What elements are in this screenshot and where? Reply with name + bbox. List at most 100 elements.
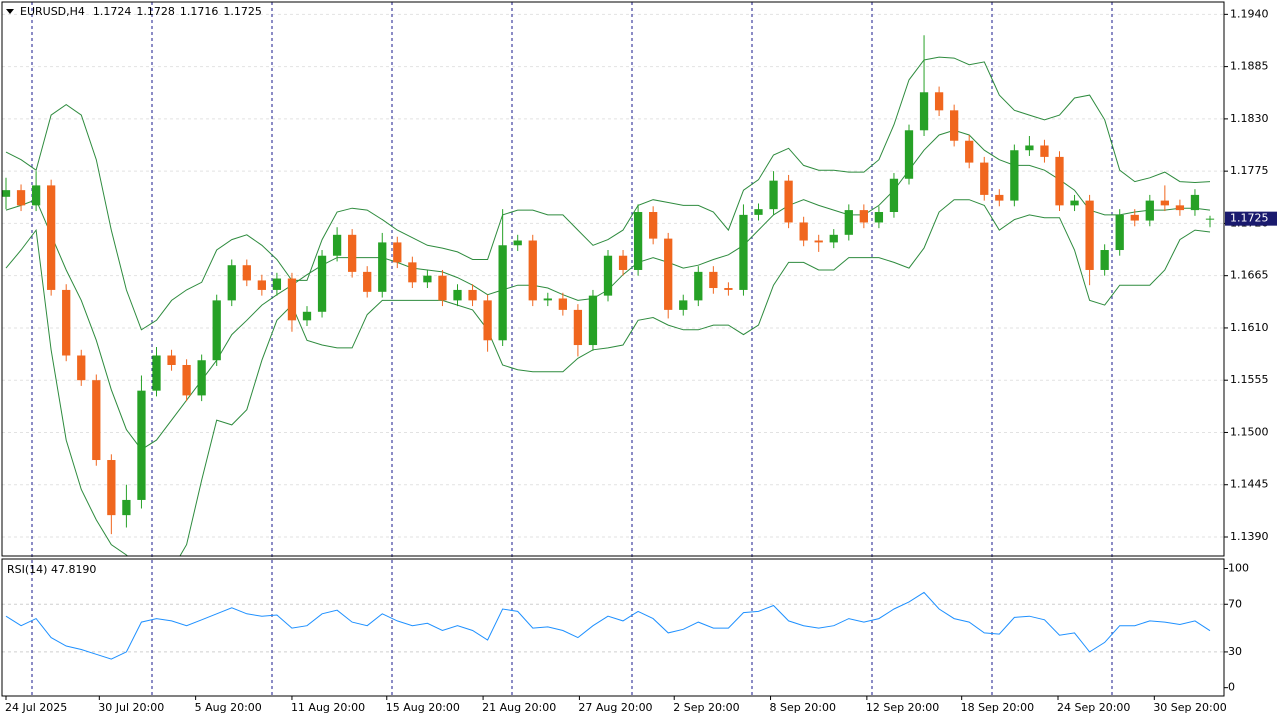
x-tick-label: 12 Sep 20:00 (866, 701, 939, 714)
y-tick-label: 100 (1228, 562, 1249, 575)
candle-body (995, 194, 1004, 201)
candle-body (588, 295, 598, 346)
y-tick-label: 1.1390 (1230, 530, 1269, 543)
candle-body (513, 240, 522, 246)
candle-body (1145, 200, 1154, 221)
candle-body (453, 289, 462, 301)
candle-body (393, 242, 402, 263)
candle-body (408, 262, 417, 283)
x-tick-label: 2 Sep 20:00 (673, 701, 739, 714)
x-tick-label: 24 Sep 20:00 (1057, 701, 1130, 714)
high-value: 1.1728 (136, 5, 175, 18)
candle-body (679, 300, 688, 310)
y-tick-label: 1.1940 (1230, 7, 1269, 20)
candle-body (468, 289, 477, 301)
rsi-line (5, 591, 1211, 660)
x-tick-label: 21 Aug 20:00 (482, 701, 556, 714)
axis-layer: 24 Jul 2025 30 Jul 20:00 5 Aug 20:00 11 Aug… (5, 7, 1277, 714)
rsi-plot (5, 591, 1211, 660)
candle-body (287, 278, 297, 321)
candle-body (77, 355, 86, 381)
candle-body (1130, 214, 1139, 221)
candle-body (1025, 145, 1034, 151)
candle-body (182, 364, 191, 396)
candle-body (167, 355, 176, 365)
rsi-panel-frame (1, 558, 1225, 697)
candle-body (1160, 200, 1169, 206)
candle-body (1100, 250, 1109, 270)
x-tick-label: 30 Sep 20:00 (1153, 701, 1226, 714)
y-tick-label: 1.1775 (1230, 164, 1269, 177)
x-tick-label: 15 Aug 20:00 (386, 701, 460, 714)
y-tick-label: 70 (1228, 597, 1242, 610)
candle-body (348, 234, 357, 272)
symbol: EURUSD,H4 (20, 5, 85, 18)
candle-body (603, 255, 613, 296)
candle-body (2, 190, 11, 197)
candle-body (423, 275, 432, 283)
candle-body (799, 222, 808, 241)
y-tick-label: 1.1555 (1230, 373, 1269, 386)
candle-body (62, 289, 71, 356)
candle-body (137, 390, 146, 500)
candle-body (227, 265, 236, 301)
candle-body (317, 255, 327, 312)
candle-body (31, 185, 41, 206)
candle-body (197, 360, 206, 396)
candle-body (302, 311, 312, 321)
x-tick-label: 11 Aug 20:00 (291, 701, 365, 714)
candle-body (558, 298, 567, 310)
candle-body (92, 380, 101, 461)
candle-body (618, 255, 628, 270)
candle-body (874, 212, 884, 223)
bollinger-band (5, 56, 1211, 331)
candle-body (363, 271, 372, 292)
chart-header: EURUSD,H4 1.1724 1.1728 1.1716 1.1725 (20, 5, 262, 18)
open-value: 1.1724 (93, 5, 132, 18)
candle-body (859, 210, 868, 223)
candle-body (483, 300, 492, 341)
current-price-box (1225, 211, 1277, 226)
rsi-header: RSI(14) 47.8190 (7, 563, 96, 576)
candle-body (152, 355, 161, 391)
candle-body (573, 309, 583, 346)
candle-body (784, 180, 793, 223)
candle-body (1055, 156, 1064, 206)
candle-body (950, 110, 959, 141)
candle-body (122, 499, 131, 516)
candle-body (1205, 218, 1215, 220)
candle-body (257, 280, 266, 290)
candle-body (980, 162, 989, 195)
current-price-label: 1.1725 (1230, 212, 1269, 225)
candle-body (1070, 200, 1079, 206)
candle-body (1010, 150, 1019, 201)
candle-body (649, 212, 658, 239)
candle-body (1040, 145, 1049, 157)
candle-body (814, 240, 823, 243)
candle-body (498, 245, 507, 341)
x-tick-label: 5 Aug 20:00 (195, 701, 262, 714)
candle-body (633, 212, 643, 270)
y-tick-label: 30 (1228, 645, 1242, 658)
y-tick-label: 1.1500 (1230, 425, 1269, 438)
candle-body (107, 460, 116, 516)
candle-body (47, 185, 56, 290)
menu-triangle[interactable] (6, 9, 14, 14)
candle-body (272, 278, 282, 290)
candle-body (1085, 200, 1094, 270)
low-value: 1.1716 (180, 5, 219, 18)
candle-body (739, 214, 748, 290)
x-tick-label: 30 Jul 20:00 (98, 701, 164, 714)
candle-body (1115, 214, 1124, 251)
separator-layer (31, 2, 1113, 696)
candle-body (438, 275, 447, 301)
candle-body (904, 130, 914, 179)
x-tick-label: 18 Sep 20:00 (961, 701, 1034, 714)
candle-body (829, 234, 838, 243)
close-value: 1.1725 (223, 5, 262, 18)
candle-body (709, 271, 718, 289)
candle-body (694, 271, 703, 301)
y-tick-label: 1.1445 (1230, 478, 1269, 491)
candle-body (16, 190, 26, 206)
